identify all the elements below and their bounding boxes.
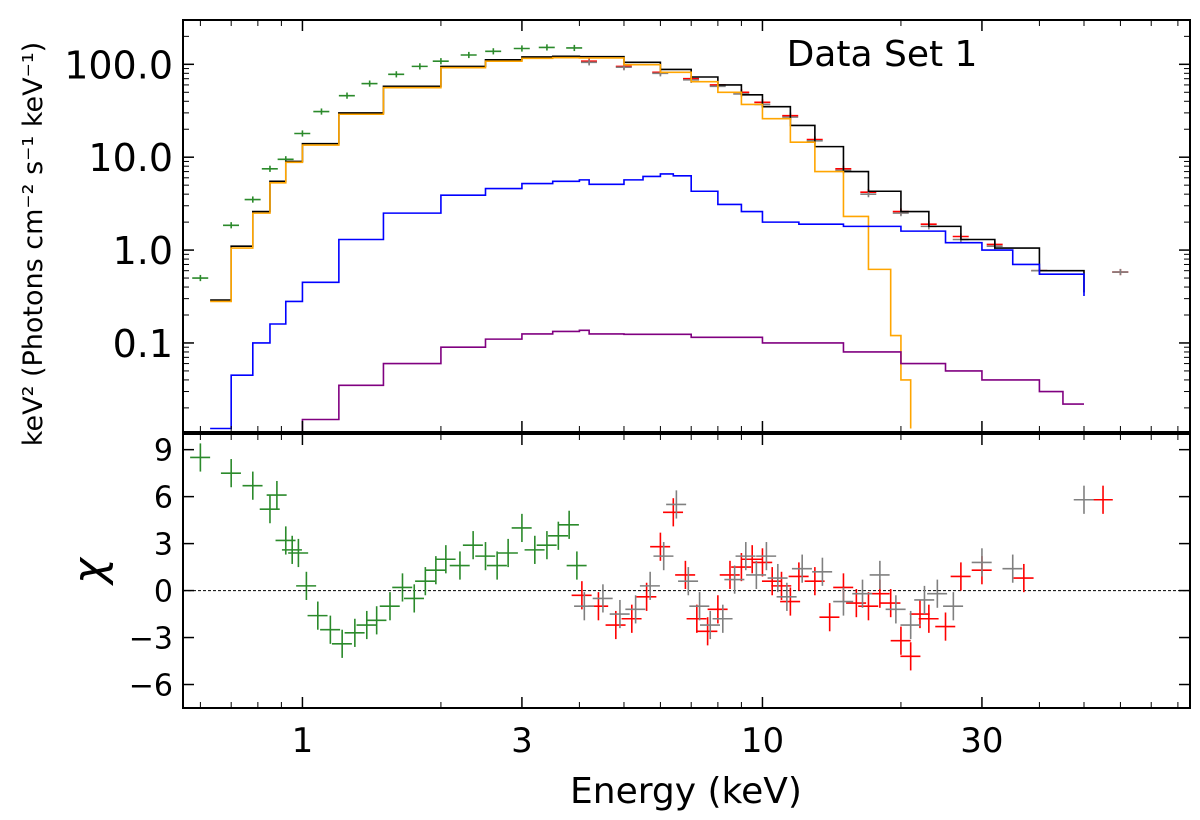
spectrum-model-line bbox=[292, 329, 1084, 432]
residuals-y-tick-label: 9 bbox=[154, 434, 173, 469]
residuals-y-tick-label: 3 bbox=[154, 528, 173, 563]
data-set-label: Data Set 1 bbox=[787, 34, 978, 75]
x-axis-label: Energy (keV) bbox=[570, 771, 802, 812]
residuals-frame bbox=[182, 433, 1191, 709]
spectrum-series-4 bbox=[210, 56, 912, 429]
residuals-series-0 bbox=[190, 443, 587, 658]
x-tick-label: 1 bbox=[292, 721, 314, 761]
spectrum-y-tick-label: 10.0 bbox=[88, 136, 173, 180]
residuals-series-2 bbox=[574, 485, 1094, 640]
residual-panel-data bbox=[183, 443, 1190, 671]
residuals-y-tick-label: −6 bbox=[129, 669, 173, 704]
spectrum-y-tick-label: 1.0 bbox=[113, 229, 173, 273]
x-tick-label: 10 bbox=[741, 721, 784, 761]
residuals-series-1 bbox=[571, 485, 1113, 671]
residuals-y-tick-label: −3 bbox=[129, 622, 173, 657]
x-tick-label: 3 bbox=[511, 721, 533, 761]
y-axis-label-spectrum: keV² (Photons cm⁻² s⁻¹ keV⁻¹) bbox=[18, 42, 49, 446]
spectrum-y-tick-label: 100.0 bbox=[64, 43, 173, 87]
spectrum-model-line bbox=[210, 55, 1085, 301]
x-tick-label: 30 bbox=[960, 721, 1003, 761]
spectrum-panel-data bbox=[192, 44, 1129, 432]
spectrum-series-3 bbox=[210, 55, 1085, 301]
spectrum-series-2 bbox=[580, 59, 1129, 276]
spectrum-series-1 bbox=[580, 58, 1129, 276]
spectrum-y-tick-label: 0.1 bbox=[113, 322, 173, 366]
spectrum-series-5 bbox=[210, 173, 1085, 430]
spectrum-model-line bbox=[210, 56, 912, 429]
y-axis-label-residuals: χ bbox=[64, 556, 115, 586]
spectrum-model-line bbox=[210, 173, 1085, 430]
spectrum-series-6 bbox=[292, 329, 1084, 432]
spectrum-frame bbox=[182, 19, 1191, 433]
axes-layer: 0.1 1.0 10.0 100.0 −6 −3 0 3 6 9 1 3 10 30 bbox=[64, 19, 1191, 761]
spectrum-series-0 bbox=[192, 44, 583, 282]
residuals-y-tick-label: 6 bbox=[154, 481, 173, 516]
residuals-y-tick-label: 0 bbox=[154, 575, 173, 610]
